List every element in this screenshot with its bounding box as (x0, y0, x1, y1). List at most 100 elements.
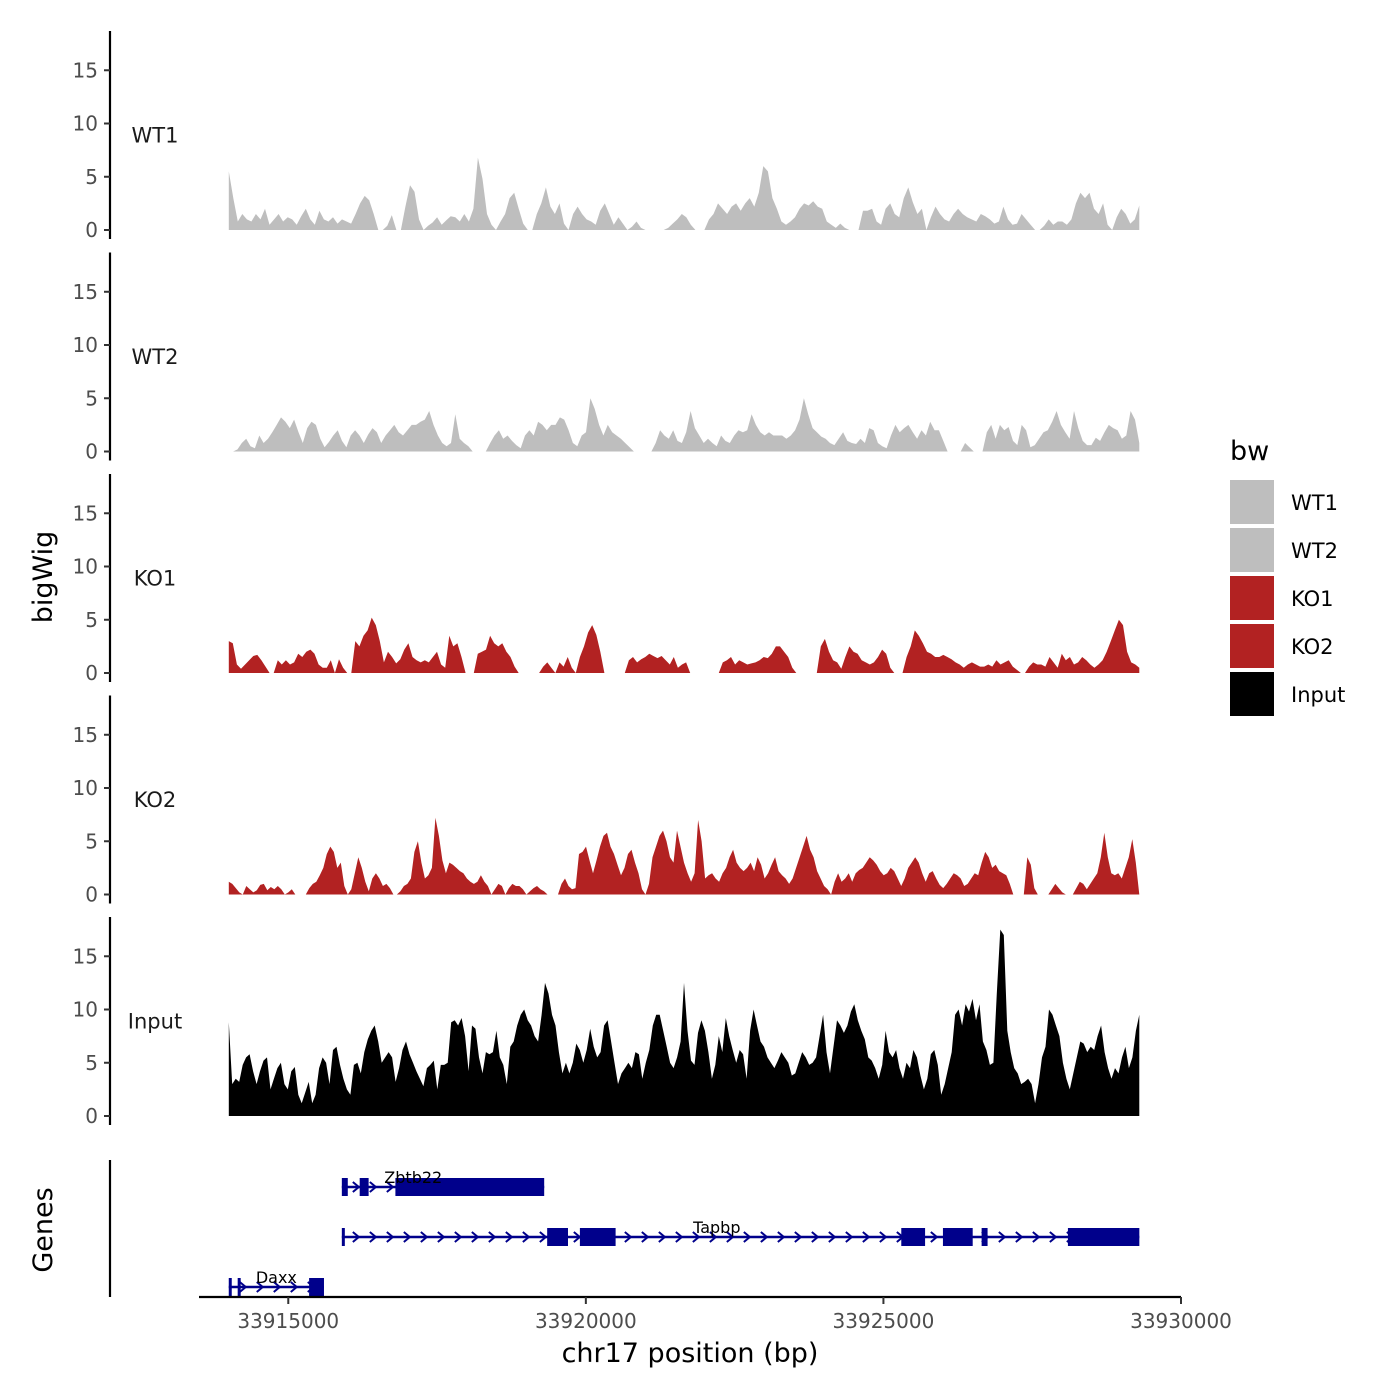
panel-label-ko2: KO2 (134, 788, 177, 812)
gene-arrow-tapbp-22 (726, 1231, 735, 1243)
area-ko2 (228, 817, 1140, 895)
gene-arrow-tapbp-13 (573, 1231, 582, 1243)
gene-arrow-tapbp-25 (777, 1231, 786, 1243)
panel-label-wt2: WT2 (132, 345, 179, 369)
gene-arrow-tapbp-34 (930, 1231, 939, 1243)
area-wt2 (228, 398, 1140, 452)
exon-tapbp-1 (547, 1228, 568, 1246)
gene-arrow-tapbp-17 (641, 1231, 650, 1243)
y-tick-label-ko1-5: 5 (85, 608, 98, 632)
gene-tapbp: Tapbp (341, 1218, 1140, 1246)
gene-arrow-tapbp-10 (522, 1231, 531, 1243)
legend: bw WT1 WT2 KO1 KO2 Input (1230, 436, 1345, 716)
panel-label-ko1: KO1 (134, 567, 177, 591)
y-tick-label-ko1-15: 15 (73, 501, 98, 525)
legend-label-input: Input (1291, 683, 1345, 707)
y-tick-label-ko1-10: 10 (73, 555, 98, 579)
y-tick-label-wt2-10: 10 (73, 333, 98, 357)
gene-zbtb22: Zbtb22 (341, 1168, 545, 1196)
y-tick-label-wt2-5: 5 (85, 386, 98, 410)
gene-arrow-daxx-3 (290, 1281, 299, 1293)
genes-panel: Zbtb22 Tapbp Daxx (108, 1160, 1140, 1297)
panel-ko1: 0 5 10 15 KO1 (73, 474, 1140, 685)
y-tick-label-input-5: 5 (85, 1051, 98, 1075)
gene-label-tapbp: Tapbp (692, 1218, 740, 1237)
exon-tapbp-0 (341, 1228, 345, 1246)
exon-zbtb22-1 (359, 1178, 369, 1196)
gene-arrow-tapbp-6 (454, 1231, 463, 1243)
y-tick-label-input-0: 0 (85, 1104, 98, 1128)
gene-arrow-daxx-0 (239, 1281, 248, 1293)
exon-tapbp-6 (1067, 1228, 1140, 1246)
panel-label-input: Input (128, 1010, 182, 1034)
legend-key-wt1 (1230, 480, 1274, 524)
y-tick-label-ko2-0: 0 (85, 883, 98, 907)
y-tick-label-ko2-5: 5 (85, 829, 98, 853)
area-wt1 (228, 157, 1140, 230)
x-tick-label-33915000: 33915000 (237, 1309, 339, 1333)
genes-axis-title: Genes (28, 1187, 59, 1272)
gene-arrow-tapbp-29 (845, 1231, 854, 1243)
exon-daxx-2 (309, 1278, 324, 1296)
gene-arrow-tapbp-0 (352, 1231, 361, 1243)
y-axis-title: bigWig (28, 531, 59, 624)
exon-tapbp-3 (901, 1228, 926, 1246)
gene-arrow-zbtb22-2 (386, 1181, 395, 1193)
panel-ko2: 0 5 10 15 KO2 (73, 695, 1140, 907)
x-tick-label-33925000: 33925000 (833, 1309, 935, 1333)
gene-arrow-tapbp-41 (1049, 1231, 1058, 1243)
gene-arrow-tapbp-7 (471, 1231, 480, 1243)
y-tick-label-ko1-0: 0 (85, 661, 98, 685)
gene-arrow-tapbp-21 (709, 1231, 718, 1243)
gene-arrow-tapbp-8 (488, 1231, 497, 1243)
gene-arrow-tapbp-40 (1032, 1231, 1041, 1243)
gene-arrow-tapbp-4 (420, 1231, 429, 1243)
panel-wt1: 0 5 10 15 WT1 (73, 31, 1140, 242)
gene-arrow-tapbp-19 (675, 1231, 684, 1243)
gene-arrow-tapbp-20 (692, 1231, 701, 1243)
x-tick-label-33930000: 33930000 (1130, 1309, 1232, 1333)
panel-label-wt1: WT1 (132, 124, 179, 148)
y-tick-label-ko2-10: 10 (73, 776, 98, 800)
gene-arrow-tapbp-28 (828, 1231, 837, 1243)
legend-key-input (1230, 672, 1274, 716)
x-axis-title: chr17 position (bp) (562, 1338, 819, 1369)
gene-arrow-tapbp-27 (811, 1231, 820, 1243)
gene-arrow-tapbp-9 (505, 1231, 514, 1243)
exon-daxx-1 (237, 1278, 241, 1296)
gene-daxx: Daxx (228, 1268, 324, 1296)
legend-label-wt1: WT1 (1291, 491, 1338, 515)
gene-arrow-tapbp-26 (794, 1231, 803, 1243)
panel-input: 0 5 10 15 Input (73, 917, 1140, 1128)
gene-arrow-tapbp-31 (879, 1231, 888, 1243)
gene-arrow-tapbp-23 (743, 1231, 752, 1243)
legend-key-wt2 (1230, 528, 1274, 572)
y-tick-label-wt1-0: 0 (85, 218, 98, 242)
y-tick-label-wt1-15: 15 (73, 58, 98, 82)
track-panels: 0 5 10 15 WT1 0 5 10 15 WT2 0 5 10 15 KO1 0 5 10 15 KO2 0 5 10… (73, 31, 1140, 1128)
legend-label-ko2: KO2 (1291, 635, 1334, 659)
gene-arrow-tapbp-39 (1015, 1231, 1024, 1243)
gene-arrow-daxx-1 (256, 1281, 265, 1293)
y-tick-label-wt1-10: 10 (73, 112, 98, 136)
area-ko1 (228, 617, 1140, 673)
gene-arrow-daxx-2 (273, 1281, 282, 1293)
gene-arrow-tapbp-38 (998, 1231, 1007, 1243)
exon-tapbp-2 (579, 1228, 616, 1246)
gene-arrow-tapbp-3 (403, 1231, 412, 1243)
y-tick-label-input-15: 15 (73, 944, 98, 968)
y-tick-label-wt2-15: 15 (73, 280, 98, 304)
x-tick-label-33920000: 33920000 (535, 1309, 637, 1333)
legend-label-wt2: WT2 (1291, 539, 1338, 563)
gene-arrow-zbtb22-1 (369, 1181, 378, 1193)
gene-arrow-tapbp-16 (624, 1231, 633, 1243)
y-tick-label-wt2-0: 0 (85, 440, 98, 464)
legend-key-ko2 (1230, 624, 1274, 668)
legend-label-ko1: KO1 (1291, 587, 1334, 611)
area-input (228, 929, 1140, 1116)
legend-key-ko1 (1230, 576, 1274, 620)
legend-title: bw (1230, 436, 1269, 467)
exon-tapbp-4 (942, 1228, 973, 1246)
x-axis: 33915000 33920000 33925000 33930000 (199, 1295, 1232, 1333)
